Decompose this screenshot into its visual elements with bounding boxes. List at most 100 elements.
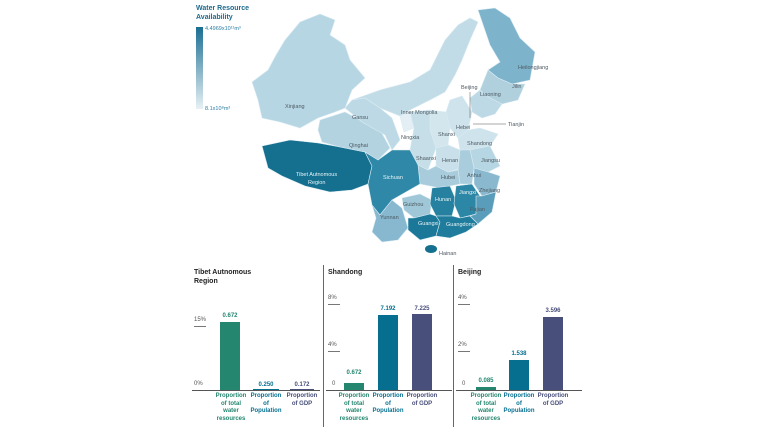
label-guangdong: Guangdong (446, 222, 475, 228)
label-tianjin: Tianjin (508, 122, 524, 128)
region-inner-mongolia[interactable] (351, 17, 479, 117)
value-water: 0.085 (478, 378, 494, 384)
region-guangxi[interactable] (407, 213, 441, 241)
legend-gradient-bar (196, 27, 203, 109)
label-anhui: Anhui (467, 173, 481, 179)
category-water: Proportion of total water resources (470, 393, 502, 422)
panel-divider-2 (453, 265, 454, 427)
ytick-line-8 (328, 304, 340, 305)
ytick-4: 4% (458, 295, 467, 301)
value-gdp: 7.225 (414, 306, 430, 312)
legend-title-line1: Water Resource (196, 5, 250, 12)
label-tibet-2: Region (308, 180, 325, 186)
baseline (192, 390, 320, 391)
category-gdp: Proportion of GDP (406, 393, 438, 407)
region-xinjiang[interactable] (251, 13, 366, 129)
value-gdp: 3.596 (545, 308, 561, 314)
bar-water (220, 322, 240, 390)
region-hainan[interactable] (425, 245, 437, 253)
legend-max-label: 4.4969x10¹¹m³ (205, 26, 241, 32)
label-shanxi: Shanxi (438, 132, 455, 138)
label-qinghai: Qinghai (349, 143, 368, 149)
bar-water (476, 387, 496, 390)
category-gdp: Proportion of GDP (537, 393, 569, 407)
baseline (326, 390, 452, 391)
category-gdp: Proportion of GDP (286, 393, 318, 407)
label-jilin: Jilin (512, 84, 521, 90)
value-water: 0.672 (346, 370, 362, 376)
ytick-4: 4% (328, 342, 337, 348)
label-shandong: Shandong (467, 141, 492, 147)
ytick-2: 2% (458, 342, 467, 348)
value-water: 0.672 (222, 313, 238, 319)
legend-min-label: 8.1x10⁸m³ (205, 106, 231, 112)
ytick-8: 8% (328, 295, 337, 301)
label-fujian: Fujian (470, 207, 485, 213)
label-hebei: Hebei (456, 125, 470, 131)
chart-title-beijing: Beijing (458, 269, 482, 276)
label-shaanxi: Shaanxi (416, 156, 436, 162)
ytick-0: 0 (332, 381, 336, 387)
category-water: Proportion of total water resources (338, 393, 370, 422)
region-heilongjiang[interactable] (477, 7, 536, 85)
ytick-line-4 (458, 304, 470, 305)
label-inner-mongolia: Inner Mongolia (401, 110, 438, 116)
chart-panel-tibet: Tibet Autnomous Region 15% 0% 0.672 0.25… (190, 265, 322, 430)
legend-title-line2: Availability (196, 14, 233, 21)
label-hainan: Hainan (439, 251, 456, 257)
label-guangxi: Guangxi (418, 221, 439, 227)
category-population: Proportion of Population (503, 393, 535, 414)
label-hunan: Hunan (435, 197, 451, 203)
chart-title-line2: Region (194, 278, 218, 285)
region-guangdong[interactable] (435, 215, 479, 239)
region-fujian[interactable] (469, 191, 497, 225)
category-water: Proportion of total water resources (215, 393, 247, 422)
bar-population (253, 389, 279, 390)
label-sichuan: Sichuan (383, 175, 403, 181)
region-sichuan[interactable] (364, 149, 421, 216)
label-henan: Henan (442, 158, 458, 164)
ytick-line-4 (328, 351, 340, 352)
legend-title: Water Resource Availability (196, 4, 276, 22)
chart-title-shandong: Shandong (328, 269, 363, 276)
chart-title-tibet: Tibet Autnomous Region (194, 268, 251, 286)
ytick-0: 0% (194, 381, 203, 387)
category-population: Proportion of Population (250, 393, 282, 414)
region-liaoning[interactable] (469, 89, 503, 119)
label-ningxia: Ningxia (401, 135, 420, 141)
ytick-0: 0 (462, 381, 466, 387)
ytick-line-15 (194, 326, 206, 327)
china-water-map: Xinjiang Tibet Autnomous Region Qinghai … (251, 7, 548, 257)
bar-water (344, 383, 364, 390)
panel-divider-1 (323, 265, 324, 427)
value-population: 1.538 (511, 351, 527, 357)
label-guizhou: Guizhou (403, 202, 424, 208)
label-jiangsu: Jiangsu (481, 158, 500, 164)
bar-gdp (290, 389, 314, 390)
label-hubei: Hubei (441, 175, 455, 181)
chart-title-line1: Tibet Autnomous (194, 269, 252, 276)
value-gdp: 0.172 (294, 382, 310, 388)
label-zhejiang: Zhejiang (479, 188, 500, 194)
baseline (456, 390, 582, 391)
category-population: Proportion of Population (372, 393, 404, 414)
region-hubei[interactable] (417, 164, 461, 189)
label-tibet-1: Tibet Autnomous (296, 172, 337, 178)
bar-gdp (543, 317, 563, 390)
chart-panel-shandong: Shandong 8% 4% 0 0.672 7.192 7.225 Propo… (324, 265, 452, 430)
ytick-15: 15% (194, 317, 207, 323)
ytick-line-2 (458, 351, 470, 352)
region-yunnan[interactable] (371, 199, 409, 243)
value-population: 0.250 (258, 382, 274, 388)
label-jiangxi: Jiangxi (459, 190, 476, 196)
label-beijing: Beijing (461, 85, 478, 91)
label-yunnan: Yunnan (380, 215, 399, 221)
bar-population (378, 315, 398, 390)
chart-panel-beijing: Beijing 4% 2% 0 0.085 1.538 3.596 Propor… (454, 265, 584, 430)
label-heilongjiang: Heilongjiang (518, 65, 548, 71)
bar-gdp (412, 314, 432, 390)
value-population: 7.192 (380, 306, 396, 312)
label-gansu: Gansu (352, 115, 368, 121)
label-xinjiang: Xinjiang (285, 104, 305, 110)
bar-population (509, 360, 529, 390)
